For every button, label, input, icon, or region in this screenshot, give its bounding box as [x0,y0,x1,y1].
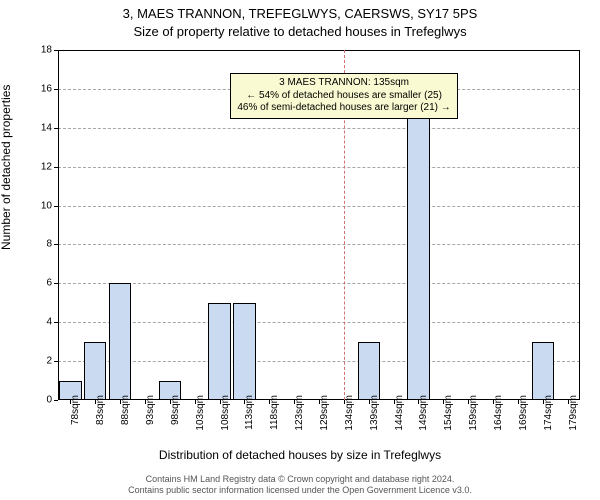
y-tick-label: 18 [41,45,58,56]
annotation-box: 3 MAES TRANNON: 135sqm← 54% of detached … [230,73,457,119]
plot-area: 02468101214161878sqm83sqm88sqm93sqm98sqm… [58,50,580,400]
x-tick-label: 144sqm [394,395,405,431]
histogram-bar [208,303,230,400]
y-tick-label: 16 [41,83,58,94]
histogram-bar [358,342,380,400]
x-tick-label: 113sqm [244,395,255,430]
x-tick-label: 118sqm [269,395,280,430]
histogram-bar [407,108,429,400]
y-tick-label: 6 [46,278,58,289]
annotation-line: 3 MAES TRANNON: 135sqm [237,77,450,90]
x-tick-label: 169sqm [518,395,529,431]
histogram-bar [532,342,554,400]
x-tick-label: 78sqm [70,395,81,425]
title-line-2: Size of property relative to detached ho… [0,24,600,39]
footer-line-1: Contains HM Land Registry data © Crown c… [0,474,600,485]
x-tick-label: 149sqm [418,395,429,431]
x-tick-label: 93sqm [145,395,156,425]
x-tick-label: 179sqm [568,395,579,431]
x-tick-label: 129sqm [319,395,330,431]
grid-line [58,206,580,207]
y-tick-label: 8 [46,239,58,250]
x-tick-label: 174sqm [543,395,554,431]
grid-line [58,244,580,245]
x-tick-label: 154sqm [443,395,454,431]
grid-line [58,128,580,129]
y-tick-label: 2 [46,356,58,367]
histogram-bar [109,283,131,400]
x-axis-label: Distribution of detached houses by size … [0,448,600,462]
chart-container: 3, MAES TRANNON, TREFEGLWYS, CAERSWS, SY… [0,0,600,500]
histogram-bar [233,303,255,400]
x-tick-label: 108sqm [220,395,231,431]
histogram-bar [84,342,106,400]
y-tick-label: 10 [41,200,58,211]
y-axis-label: Number of detached properties [0,85,13,250]
annotation-line: 46% of semi-detached houses are larger (… [237,102,450,115]
x-tick-label: 88sqm [120,395,131,425]
y-tick-label: 12 [41,161,58,172]
x-tick-label: 134sqm [344,395,355,431]
grid-line [58,322,580,323]
x-tick-label: 159sqm [468,395,479,431]
grid-line [58,283,580,284]
x-tick-label: 139sqm [369,395,380,431]
grid-line [58,167,580,168]
title-line-1: 3, MAES TRANNON, TREFEGLWYS, CAERSWS, SY… [0,6,600,21]
y-tick-label: 4 [46,317,58,328]
x-tick-label: 103sqm [195,395,206,431]
footer-attribution: Contains HM Land Registry data © Crown c… [0,474,600,496]
annotation-line: ← 54% of detached houses are smaller (25… [237,90,450,103]
y-tick-label: 0 [46,395,58,406]
x-tick-label: 164sqm [493,395,504,431]
x-tick-label: 83sqm [95,395,106,425]
footer-line-2: Contains public sector information licen… [0,485,600,496]
grid-line [58,361,580,362]
y-tick-label: 14 [41,122,58,133]
x-tick-label: 123sqm [294,395,305,431]
x-tick-label: 98sqm [170,395,181,425]
